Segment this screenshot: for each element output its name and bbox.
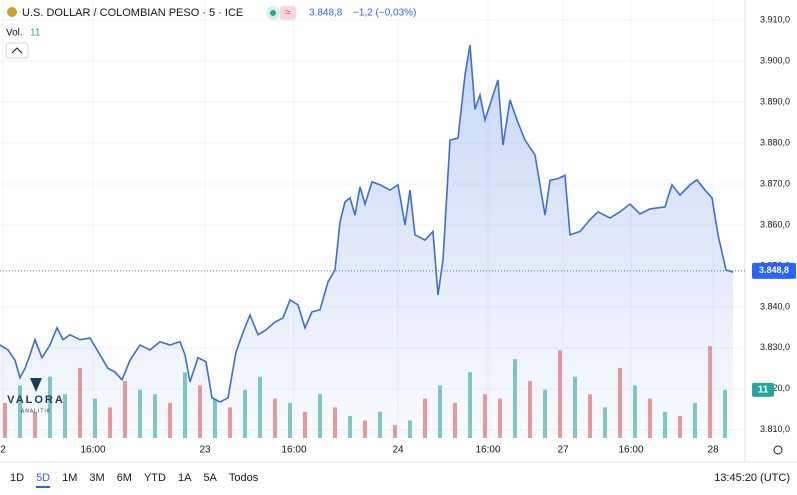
- range-button[interactable]: Todos: [229, 472, 259, 484]
- y-tick-label: 3.810,0: [760, 424, 790, 434]
- flag-icon: [7, 7, 17, 17]
- volume-badge-label: 11: [758, 384, 769, 395]
- range-button[interactable]: 6M: [117, 472, 132, 484]
- logo-mark: [30, 378, 42, 392]
- last-price-badge: [752, 262, 796, 279]
- logo-text: VALORA: [7, 394, 65, 406]
- x-tick-label: 23: [199, 445, 211, 456]
- volume-badge: [752, 382, 774, 397]
- x-tick-label: 27: [557, 445, 569, 456]
- symbol-title: U.S. DOLLAR / COLOMBIAN PESO · 5 · ICE: [22, 7, 243, 19]
- y-tick-label: 3.880,0: [760, 137, 790, 147]
- y-tick-label: 3.870,0: [760, 178, 790, 188]
- x-tick-label: 16:00: [475, 445, 500, 456]
- range-button[interactable]: 5A: [203, 472, 217, 484]
- logo-subtext: ANALITIK: [21, 408, 51, 414]
- collapse-icon: [11, 47, 23, 54]
- volume-header-value: 11: [30, 28, 41, 39]
- range-button[interactable]: 1M: [62, 472, 77, 484]
- volume-title: Vol.: [6, 28, 23, 39]
- y-tick-label: 3.890,0: [760, 96, 790, 106]
- clock: 13:45:20 (UTC): [714, 472, 790, 484]
- y-tick-label: 3.860,0: [760, 219, 790, 229]
- x-tick-label: 16:00: [281, 445, 306, 456]
- range-button[interactable]: 1D: [10, 472, 24, 484]
- last-price-label: 3.848,8: [759, 265, 789, 275]
- area-fill: [0, 45, 733, 438]
- y-tick-label: 3.840,0: [760, 301, 790, 311]
- price-line: [0, 44, 734, 403]
- range-button[interactable]: YTD: [144, 472, 166, 484]
- status-icon: [266, 6, 280, 20]
- settings-icon[interactable]: [773, 445, 783, 455]
- header-change: −1,2 (−0,03%): [353, 8, 416, 19]
- header-price: 3.848,8: [309, 8, 343, 19]
- x-tick-label: 16:00: [618, 445, 643, 456]
- range-button[interactable]: 5D: [36, 472, 50, 484]
- x-tick-label: 24: [392, 445, 404, 456]
- y-tick-label: 3.830,0: [760, 342, 790, 352]
- range-button[interactable]: 3M: [89, 472, 104, 484]
- x-tick-label: 28: [707, 445, 719, 456]
- y-tick-label: 3.910,0: [760, 14, 790, 24]
- y-tick-label: 3.820,0: [760, 383, 790, 393]
- status-icon: ≈: [285, 8, 291, 19]
- status-icon: [280, 6, 296, 20]
- x-tick-label: 2: [0, 445, 6, 456]
- range-button[interactable]: 1A: [178, 472, 192, 484]
- y-tick-label: 3.900,0: [760, 55, 790, 65]
- collapse-button[interactable]: [5, 42, 29, 59]
- x-tick-label: 16:00: [80, 445, 105, 456]
